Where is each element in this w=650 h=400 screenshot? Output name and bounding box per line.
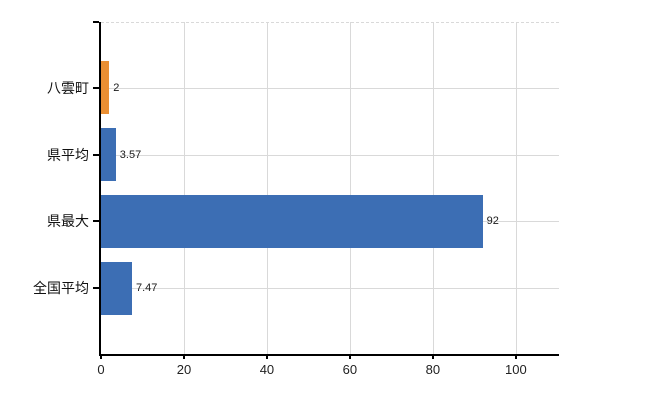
x-tick-label: 0 <box>97 362 105 377</box>
y-axis-line <box>99 22 101 354</box>
x-tick <box>100 354 102 359</box>
y-tick <box>93 220 99 223</box>
gridline-horizontal <box>101 288 559 289</box>
y-category-label: 県最大 <box>47 213 89 230</box>
bar <box>101 261 132 315</box>
x-tick <box>514 354 517 359</box>
x-axis-line <box>99 354 559 356</box>
y-axis-top-tick <box>93 21 99 23</box>
bar-value-label: 2 <box>113 81 120 94</box>
y-tick <box>93 86 99 89</box>
y-category-label: 全国平均 <box>33 280 89 296</box>
bar-value-label: 92 <box>486 215 499 228</box>
x-tick-label: 80 <box>425 362 441 377</box>
gridline-horizontal <box>101 154 559 156</box>
gridline-vertical <box>183 22 185 354</box>
bar-value-label: 3.57 <box>119 148 142 161</box>
y-category-label: 八雲町 <box>47 79 89 96</box>
bar-value-label: 7.47 <box>135 282 158 294</box>
x-tick-label: 40 <box>259 362 275 377</box>
x-tick <box>265 354 268 359</box>
bar <box>101 194 483 248</box>
x-tick-label: 20 <box>176 362 192 377</box>
gridline-vertical <box>266 22 268 354</box>
plot-area: 2 八雲町 3.57 県平均 92 県最大 7.47 全国平均 0 20 40 60 80 100 <box>33 21 559 377</box>
x-tick <box>348 354 351 359</box>
x-tick-label: 60 <box>342 362 358 377</box>
bar <box>101 61 110 115</box>
y-tick <box>93 153 99 156</box>
gridline-vertical <box>432 22 434 354</box>
gridline-vertical <box>515 22 517 354</box>
y-tick <box>93 287 99 289</box>
gridline-vertical <box>349 22 351 354</box>
x-tick <box>182 354 185 359</box>
x-tick-label: 100 <box>504 362 527 377</box>
bar <box>101 128 116 182</box>
gridline-horizontal <box>101 87 559 89</box>
plot-top-border <box>101 22 559 23</box>
y-category-label: 県平均 <box>47 146 89 163</box>
x-tick <box>431 354 434 359</box>
